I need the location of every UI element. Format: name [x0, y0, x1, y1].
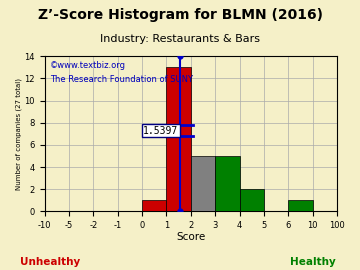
Bar [215, 156, 240, 211]
Bar [240, 189, 264, 211]
Text: Unhealthy: Unhealthy [20, 257, 81, 267]
Text: ©www.textbiz.org: ©www.textbiz.org [50, 61, 126, 70]
Text: 1.5397: 1.5397 [143, 126, 178, 136]
Text: The Research Foundation of SUNY: The Research Foundation of SUNY [50, 75, 193, 84]
Bar [166, 68, 191, 211]
Y-axis label: Number of companies (27 total): Number of companies (27 total) [15, 78, 22, 190]
Text: Healthy: Healthy [290, 257, 336, 267]
Bar [191, 156, 215, 211]
Bar [288, 200, 313, 211]
X-axis label: Score: Score [176, 231, 206, 241]
Text: Industry: Restaurants & Bars: Industry: Restaurants & Bars [100, 34, 260, 44]
Bar [142, 200, 166, 211]
Text: Z’-Score Histogram for BLMN (2016): Z’-Score Histogram for BLMN (2016) [37, 8, 323, 22]
